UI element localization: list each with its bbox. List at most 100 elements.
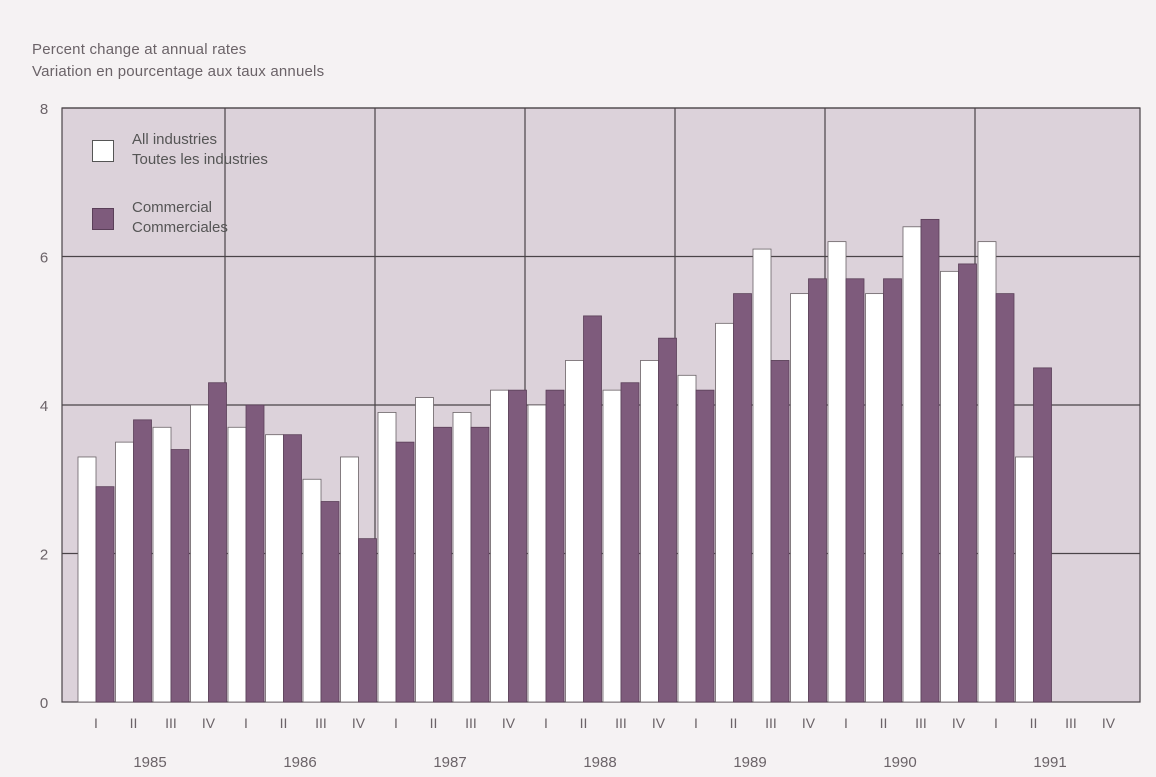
x-tick-label-quarter: II [580, 715, 588, 731]
x-tick-label-year: 1986 [283, 754, 316, 771]
x-tick-label-quarter: III [1065, 715, 1077, 731]
bar-all-industries [977, 241, 997, 703]
bar-commercial [208, 382, 227, 703]
x-tick-label-year: 1989 [733, 754, 766, 771]
bar-commercial [133, 419, 152, 703]
x-tick-label-quarter: III [915, 715, 927, 731]
x-tick-label-quarter: IV [202, 715, 216, 731]
x-tick-label-quarter: II [1030, 715, 1038, 731]
x-tick-label-quarter: I [994, 715, 998, 731]
bar-commercial [470, 426, 490, 703]
x-tick-label-quarter: IV [802, 715, 816, 731]
y-tick-label: 4 [40, 398, 48, 415]
bar-all-industries [565, 360, 584, 703]
bar-all-industries [302, 478, 322, 703]
bar-all-industries [640, 360, 659, 703]
x-tick-label-quarter: III [315, 715, 327, 731]
x-tick-label-quarter: III [465, 715, 477, 731]
x-tick-label-year: 1987 [433, 754, 466, 771]
bar-all-industries [1015, 456, 1034, 703]
x-tick-label-quarter: I [844, 715, 848, 731]
bar-all-industries [677, 374, 697, 703]
bar-commercial [320, 501, 340, 703]
x-tick-label-quarter: III [615, 715, 627, 731]
bar-all-industries [190, 404, 209, 703]
bar-commercial [770, 360, 790, 703]
x-tick-label-quarter: II [880, 715, 888, 731]
bar-commercial [920, 218, 940, 703]
bar-all-industries [340, 456, 359, 703]
bar-all-industries [752, 248, 772, 703]
bar-commercial [245, 404, 265, 703]
x-tick-label-quarter: I [394, 715, 398, 731]
x-tick-label-quarter: I [544, 715, 548, 731]
bar-commercial [95, 486, 115, 703]
bar-commercial [658, 337, 677, 703]
x-tick-label-quarter: I [244, 715, 248, 731]
bar-commercial [583, 315, 602, 703]
y-axis-label-en: Percent change at annual rates [32, 41, 247, 58]
bar-commercial [433, 426, 452, 703]
x-tick-label-quarter: IV [1102, 715, 1116, 731]
x-tick-label-quarter: IV [502, 715, 516, 731]
bar-commercial [283, 434, 302, 703]
legend-label-fr: Commerciales [132, 219, 228, 236]
legend-label-fr: Toutes les industries [132, 151, 268, 168]
x-tick-label-year: 1988 [583, 754, 616, 771]
bar-commercial [1033, 367, 1052, 703]
bar-commercial [995, 293, 1015, 703]
bar-commercial [733, 293, 752, 703]
y-tick-label: 2 [40, 547, 48, 564]
x-tick-label-quarter: I [94, 715, 98, 731]
bar-all-industries [265, 434, 284, 703]
legend-label-en: Commercial [132, 199, 213, 216]
x-tick-label-quarter: III [765, 715, 777, 731]
legend-swatch-all-industries [92, 140, 114, 162]
legend-label-en: All industries [132, 131, 218, 148]
x-tick-label-year: 1990 [883, 754, 916, 771]
bar-all-industries [115, 441, 134, 703]
bar-commercial [620, 382, 640, 703]
bar-commercial [808, 278, 827, 703]
x-tick-label-quarter: IV [952, 715, 966, 731]
bar-commercial [358, 538, 377, 703]
x-tick-label-quarter: II [280, 715, 288, 731]
x-tick-label-quarter: II [130, 715, 138, 731]
legend-swatch-commercial [92, 208, 114, 230]
x-tick-label-quarter: IV [652, 715, 666, 731]
y-tick-label: 8 [40, 101, 48, 118]
legend-label-all-industries: All industries Toutes les industries [132, 130, 268, 170]
x-tick-label-year: 1985 [133, 754, 166, 771]
bar-all-industries [377, 412, 397, 703]
bar-all-industries [490, 389, 509, 703]
x-tick-label-quarter: II [430, 715, 438, 731]
bar-commercial [883, 278, 902, 703]
bar-commercial [395, 441, 415, 703]
x-tick-label-quarter: II [730, 715, 738, 731]
x-tick-label-quarter: I [694, 715, 698, 731]
bar-all-industries [602, 389, 622, 703]
bar-commercial [845, 278, 865, 703]
bar-all-industries [527, 404, 547, 703]
bar-all-industries [827, 241, 847, 703]
bar-commercial [545, 389, 565, 703]
bar-all-industries [227, 426, 247, 703]
x-tick-label-quarter: III [165, 715, 177, 731]
bar-commercial [695, 389, 715, 703]
bar-all-industries [152, 426, 172, 703]
bar-commercial [170, 449, 190, 703]
y-tick-label: 0 [40, 695, 48, 712]
bar-all-industries [940, 270, 959, 703]
x-tick-label-year: 1991 [1033, 754, 1066, 771]
y-axis-label-fr: Variation en pourcentage aux taux annuel… [32, 63, 325, 80]
bar-all-industries [865, 293, 884, 703]
y-tick-label: 6 [40, 250, 48, 267]
bar-commercial [958, 263, 977, 703]
bar-all-industries [415, 397, 434, 703]
bar-all-industries [715, 322, 734, 703]
x-tick-label-quarter: IV [352, 715, 366, 731]
bar-all-industries [790, 293, 809, 703]
bar-all-industries [902, 226, 922, 703]
